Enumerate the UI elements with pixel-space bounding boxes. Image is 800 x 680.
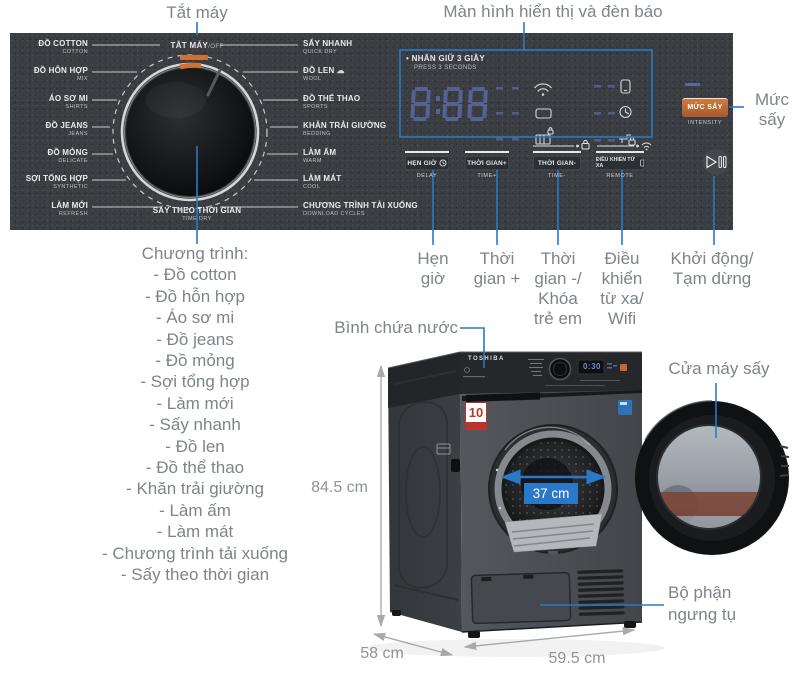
program-label-mix: ĐỒ HỖN HỢP MIX <box>33 66 88 82</box>
remote-button[interactable]: ĐIỀU KHIỂN TỪ XA <box>596 156 644 170</box>
water-tank-drawer <box>466 392 540 402</box>
callout-remote: Điều khiển từ xa/ Wifi <box>600 249 644 328</box>
remote-phone-icon <box>639 159 644 167</box>
door-hinges <box>640 449 657 501</box>
callout-intensity: Mức sấy <box>754 90 790 129</box>
list-item: - Làm mát <box>156 522 234 542</box>
delay-button[interactable]: HẸN GIỜ <box>405 156 449 170</box>
mini-knob <box>548 357 572 381</box>
time-plus-button[interactable]: THỜI GIAN+ <box>465 156 509 170</box>
machine-feet <box>392 610 636 638</box>
off-position-label: TẮT MÁY/OFF <box>170 41 224 50</box>
program-label-refresh: LÀM MỚI REFRESH <box>51 201 88 217</box>
program-label-sports: ĐỒ THỂ THAO SPORTS <box>303 94 361 110</box>
dimension-height: 84.5 cm <box>311 479 368 496</box>
hold-note: • NHẤN GIỮ 3 GIÂY <box>406 54 485 63</box>
dimension-arrows <box>372 364 636 657</box>
callout-power-off: Tắt máy <box>166 3 228 22</box>
drum-diameter-label: 37 cm <box>524 483 578 504</box>
callout-condenser: Bộ phận ngưng tụ <box>668 583 737 624</box>
program-label-synthetic: SỢI TỔNG HỢP SYNTHETIC <box>25 174 88 190</box>
intensity-indicator-dash <box>685 83 700 86</box>
start-pause-button[interactable] <box>703 149 729 175</box>
play-pause-icon <box>706 155 727 169</box>
time-minus-button[interactable]: THỜI GIAN- <box>533 156 581 170</box>
program-label-bedding: KHĂN TRẢI GIƯỜNG BEDDING <box>303 121 387 137</box>
program-label-shirts: ÁO SƠ MI SHIRTS <box>48 94 88 110</box>
hold-note-en: PRESS 3 SECONDS <box>414 65 477 71</box>
mini-display-value: 0:30 <box>582 362 601 371</box>
mini-intensity-button <box>620 364 627 371</box>
list-item: - Đồ cotton <box>153 265 237 285</box>
program-label-timedry: SẤY THEO THỜI GIAN TIME DRY <box>152 206 242 222</box>
callout-display: Màn hình hiển thị và đèn báo <box>443 2 663 21</box>
callout-time-minus: Thời gian -/ Khóa trẻ em <box>533 249 583 328</box>
brand-logo: TOSHIBA <box>468 356 505 362</box>
callout-delay: Hẹn giờ <box>417 249 449 288</box>
list-item: - Sấy nhanh <box>149 415 241 435</box>
list-item: - Chương trình tải xuống <box>101 543 288 563</box>
program-dial[interactable] <box>126 68 254 196</box>
list-item: - Đồ jeans <box>156 329 234 349</box>
lint-filter <box>504 513 603 553</box>
energy-label <box>618 400 632 415</box>
program-label-cool: LÀM MÁT COOL <box>303 174 342 190</box>
program-label-jeans: ĐỒ JEANS JEANS <box>45 121 88 137</box>
intensity-sub-label: INTENSITY <box>687 120 723 126</box>
callout-time-plus: Thời gian + <box>473 249 521 288</box>
delay-sub-label: DELAY <box>416 173 438 179</box>
list-item: - Sợi tổng hợp <box>140 372 250 392</box>
callout-door: Cửa máy sấy <box>668 359 770 378</box>
door-latch-slot <box>451 459 460 472</box>
program-label-quickdry: SẤY NHANH QUICK DRY <box>303 39 353 55</box>
program-label-delicate: ĐỒ MỎNG DELICATE <box>47 148 88 164</box>
callout-water-tank: Bình chứa nước <box>334 318 458 337</box>
program-label-wool: ĐỒ LEN ☁ WOOL <box>303 66 345 82</box>
list-item: - Đồ len <box>165 436 225 456</box>
program-list: Chương trình: - Đồ cotton - Đồ hỗn hợp -… <box>65 243 325 586</box>
time-minus-sub-label: TIME- <box>548 173 566 179</box>
intensity-button[interactable]: MỨC SẤY <box>682 98 728 117</box>
list-item: - Sấy theo thời gian <box>120 565 270 585</box>
list-item: - Đồ mỏng <box>155 351 235 371</box>
program-label-cotton: ĐỒ COTTON COTTON <box>38 39 88 55</box>
list-item: - Khăn trải giường <box>126 479 264 499</box>
warranty-badge-strip <box>466 422 486 429</box>
dryer-door <box>635 400 790 555</box>
dimension-depth: 58 cm <box>360 645 404 662</box>
wool-icon: ☁ <box>336 66 345 75</box>
warranty-badge: 10 <box>465 402 487 430</box>
dimension-width: 59.5 cm <box>548 650 606 667</box>
program-label-warm: LÀM ẤM WARM <box>303 148 337 164</box>
list-item: - Áo sơ mi <box>155 308 235 328</box>
door-glass-reflection <box>657 485 761 529</box>
remote-sub-label: REMOTE <box>606 173 634 179</box>
time-plus-sub-label: TIME+ <box>477 173 497 179</box>
delay-clock-icon <box>439 159 447 167</box>
program-label-download: CHƯƠNG TRÌNH TẢI XUỐNG DOWNLOAD CYCLES <box>303 201 418 217</box>
condenser-panel <box>470 571 572 625</box>
callout-start-pause: Khởi động/ Tạm dừng <box>670 249 754 288</box>
list-item: - Đồ hỗn hợp <box>145 286 245 306</box>
door-latch-ridges <box>779 445 790 477</box>
vent-grille <box>577 569 625 616</box>
machine-side <box>388 352 462 632</box>
program-list-title: Chương trình: <box>141 244 249 263</box>
drawer-symbol <box>436 443 451 455</box>
list-item: - Làm ấm <box>159 500 231 520</box>
list-item: - Làm mới <box>156 393 234 413</box>
list-item: - Đồ thể thao <box>145 458 245 478</box>
